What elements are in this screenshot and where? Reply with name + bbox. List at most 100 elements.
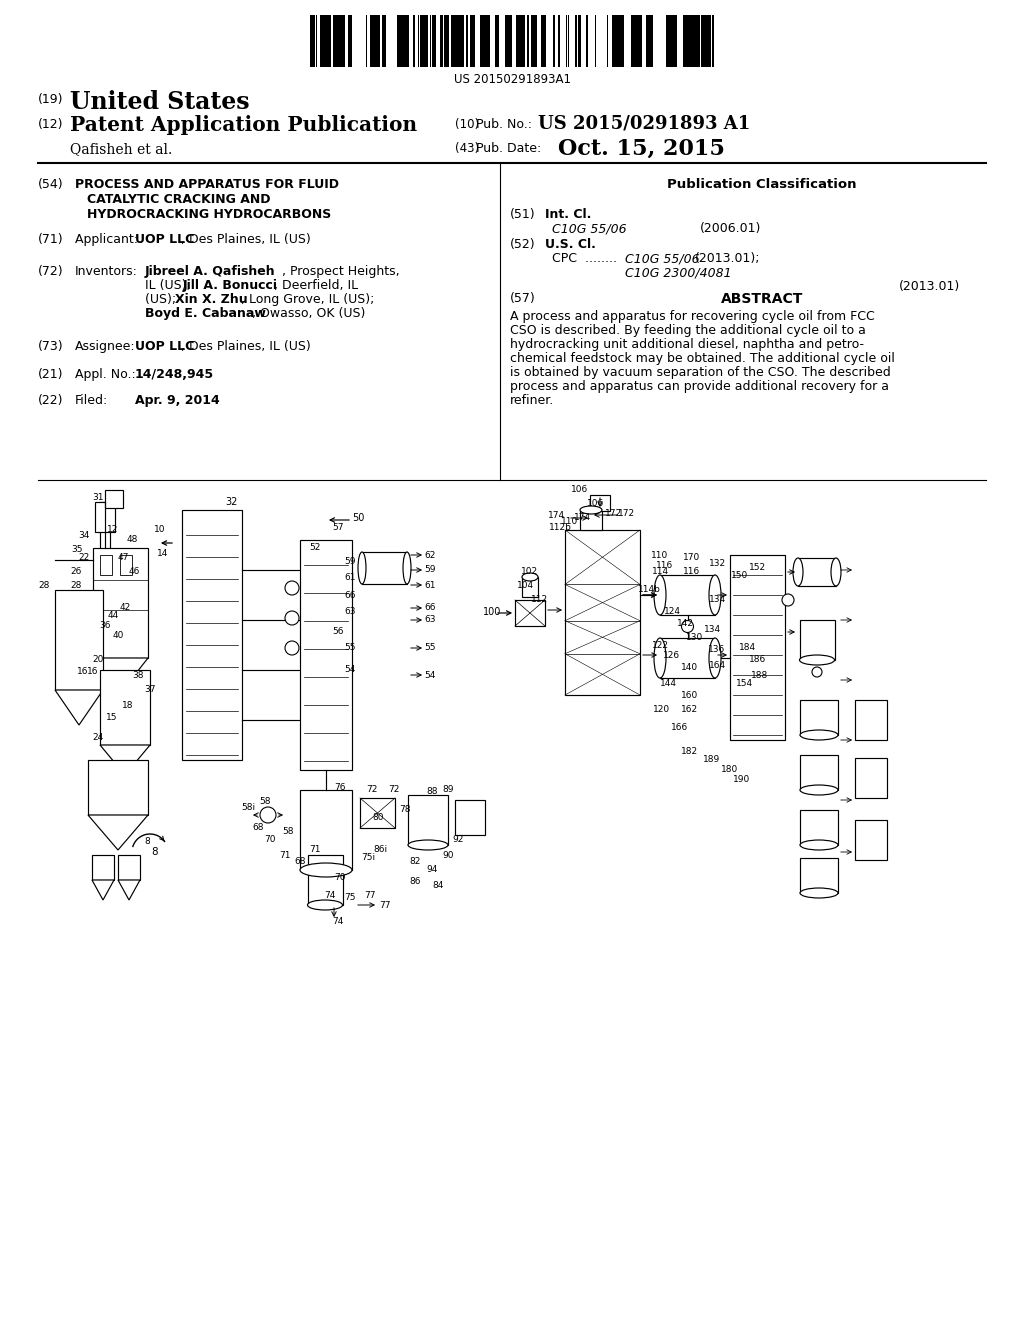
Text: 126: 126 [664,652,681,660]
Text: 63: 63 [424,615,436,624]
Text: CPC  ........: CPC ........ [552,252,617,265]
Text: Jill A. Bonucci: Jill A. Bonucci [183,279,278,292]
Bar [565,531,640,696]
Text: 154: 154 [736,678,754,688]
Text: 54: 54 [344,665,355,675]
Text: 112: 112 [531,595,549,605]
Text: 120: 120 [653,705,671,714]
Text: 70: 70 [334,874,346,883]
Bar [182,510,242,760]
Text: 68: 68 [252,824,264,833]
Bar [479,15,485,67]
Text: 150: 150 [731,570,749,579]
Text: 172: 172 [605,510,623,519]
Text: 166: 166 [672,723,688,733]
Text: 164: 164 [710,660,727,669]
Bar [92,855,114,880]
Text: 114b: 114b [638,586,660,594]
Bar [120,554,132,576]
Text: 40: 40 [113,631,124,640]
Bar [660,576,715,615]
Text: 16: 16 [77,668,89,676]
Bar [485,15,486,67]
Bar [505,15,511,67]
Text: US 20150291893A1: US 20150291893A1 [454,73,570,86]
Text: 28: 28 [38,582,50,590]
Text: 20: 20 [92,656,103,664]
Bar [55,590,103,690]
Bar [567,15,569,67]
Text: 26: 26 [71,568,82,577]
Text: 72: 72 [367,785,378,795]
Bar [100,671,150,744]
Text: 89: 89 [442,785,454,795]
Text: 8: 8 [144,837,150,846]
Text: 14/248,945: 14/248,945 [135,368,214,381]
Bar [694,15,697,67]
Bar [408,795,449,845]
Bar [697,15,699,67]
Bar [707,15,710,67]
Bar [800,700,838,735]
Text: 38: 38 [132,671,143,680]
Text: 66: 66 [344,590,355,599]
Text: 122: 122 [651,640,669,649]
Text: (2006.01): (2006.01) [700,222,762,235]
Text: hydrocracking unit additional diesel, naphtha and petro-: hydrocracking unit additional diesel, na… [510,338,864,351]
Text: 46: 46 [128,566,139,576]
Text: , Prospect Heights,: , Prospect Heights, [282,265,399,279]
Text: Int. Cl.: Int. Cl. [545,209,592,220]
Bar [800,810,838,845]
Bar [660,638,715,678]
Text: Applicant:: Applicant: [75,234,146,246]
Bar [798,558,836,586]
Bar [700,15,703,67]
Text: UOP LLC: UOP LLC [135,341,195,352]
Text: 104: 104 [517,581,535,590]
Bar [635,15,636,67]
Text: Pub. Date:: Pub. Date: [476,143,542,154]
Text: 124: 124 [664,607,681,616]
Text: (US);: (US); [145,293,180,306]
Ellipse shape [831,558,841,586]
Text: 22: 22 [79,553,90,562]
Text: 59: 59 [424,565,436,574]
Ellipse shape [800,730,838,741]
Text: United States: United States [70,90,250,114]
Text: 58: 58 [283,828,294,837]
Text: Apr. 9, 2014: Apr. 9, 2014 [135,393,220,407]
Polygon shape [55,690,103,725]
Bar [487,15,489,67]
Text: Appl. No.:: Appl. No.: [75,368,136,381]
Bar [88,760,148,814]
Text: 74: 74 [333,917,344,927]
Bar [527,15,528,67]
Text: Boyd E. Cabanaw: Boyd E. Cabanaw [145,308,266,319]
Bar [362,552,407,583]
Text: U.S. Cl.: U.S. Cl. [545,238,596,251]
Text: 78: 78 [399,805,411,814]
Text: (2013.01);: (2013.01); [695,252,761,265]
Bar [423,15,428,67]
Text: CSO is described. By feeding the additional cycle oil to a: CSO is described. By feeding the additio… [510,323,866,337]
Ellipse shape [709,638,721,678]
Text: 32: 32 [226,498,239,507]
Text: 36: 36 [99,622,111,631]
Bar [535,15,537,67]
Text: (72): (72) [38,265,63,279]
Text: 186: 186 [750,656,767,664]
Bar [531,15,535,67]
Bar [300,540,352,770]
Bar [348,15,351,67]
Bar [516,15,519,67]
Text: (12): (12) [38,117,63,131]
Text: US 2015/0291893 A1: US 2015/0291893 A1 [538,115,751,133]
Text: 31: 31 [92,492,103,502]
Text: 63: 63 [344,607,355,616]
Bar [413,15,415,67]
Text: 55: 55 [344,644,355,652]
Text: 106: 106 [571,486,589,495]
Bar [430,15,431,67]
Text: 94: 94 [426,866,437,874]
Bar [408,15,409,67]
